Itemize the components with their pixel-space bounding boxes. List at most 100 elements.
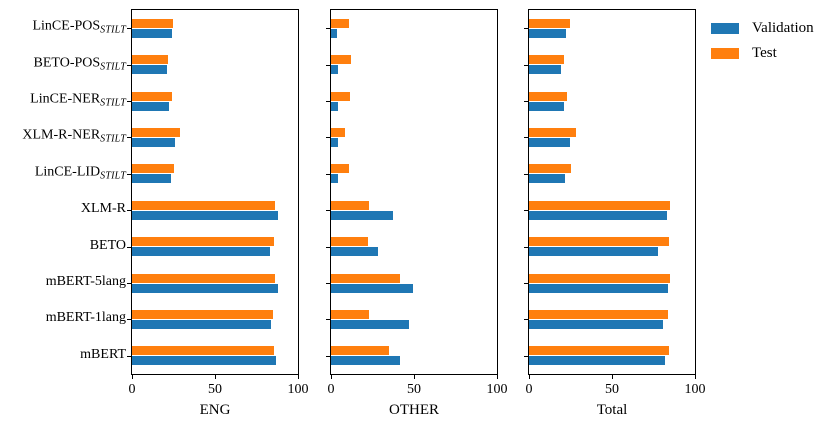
subplot-eng: ENG 0 50 100 — [127, 9, 309, 418]
xlabel-eng: ENG — [199, 402, 231, 418]
bar-test-mbert — [529, 346, 670, 356]
y-tick — [127, 137, 132, 139]
bar-validation-lince-lid — [529, 174, 565, 184]
y-tick — [326, 319, 331, 321]
bar-test-lince-lid — [331, 164, 350, 174]
x-tick — [331, 374, 332, 379]
bar-validation-mbert-5lang — [331, 283, 414, 293]
legend-item-validation: Validation — [711, 20, 814, 37]
x-tick — [298, 374, 299, 379]
bar-validation-lince-ner — [529, 101, 564, 111]
bar-test-mbert-1lang — [132, 309, 274, 319]
ytick-label-lince-lid-stilt: LinCE-LIDSTILT — [34, 164, 126, 182]
y-tick — [524, 246, 529, 248]
legend-label-test: Test — [752, 45, 777, 61]
y-tick — [326, 137, 331, 139]
bar-validation-lince-pos — [132, 28, 172, 38]
x-tick-label-0: 0 — [128, 382, 136, 397]
ytick-label-xlm-r: XLM-R — [80, 201, 126, 217]
bar-test-beto-pos — [331, 55, 351, 65]
bar-test-lince-pos — [132, 18, 173, 28]
bar-validation-lince-lid — [331, 174, 338, 184]
xlabel-total: Total — [596, 402, 628, 418]
bar-test-mbert — [132, 346, 274, 356]
y-tick — [127, 173, 132, 175]
bar-test-xlm-r-ner — [331, 127, 346, 137]
y-tick — [326, 210, 331, 212]
ytick-label-mbert-1lang: mBERT-1lang — [45, 310, 126, 326]
y-tick — [326, 28, 331, 30]
bar-test-lince-ner — [331, 91, 351, 101]
x-tick-label-50: 50 — [407, 382, 421, 397]
y-axis-labels: LinCE-POSSTILT BETO-POSSTILT LinCE-NERSTIL… — [0, 0, 126, 430]
bar-validation-lince-pos — [331, 28, 337, 38]
bar-validation-xlm-r-ner — [529, 137, 570, 147]
bar-validation-mbert — [529, 356, 666, 366]
test-color-swatch — [711, 48, 739, 59]
bar-test-lince-lid — [529, 164, 571, 174]
x-tick-label-0: 0 — [327, 382, 335, 397]
ytick-label-mbert-5lang: mBERT-5lang — [45, 274, 126, 289]
bar-validation-beto — [331, 247, 379, 257]
x-tick — [132, 374, 133, 379]
y-tick — [524, 101, 529, 102]
y-tick — [127, 319, 132, 321]
bar-validation-xlm-r — [132, 210, 279, 220]
bar-validation-lince-lid — [132, 174, 171, 184]
y-tick — [326, 355, 331, 357]
y-tick — [127, 210, 132, 212]
bar-test-mbert-1lang — [529, 309, 668, 319]
x-tick — [414, 374, 415, 379]
ytick-label-lince-pos-stilt: LinCE-POSSTILT — [32, 18, 126, 36]
bar-test-mbert — [331, 346, 390, 356]
bar-test-xlm-r-ner — [529, 127, 577, 137]
y-tick — [524, 319, 529, 321]
ytick-label-lince-ner-stilt: LinCE-NERSTILT — [30, 91, 126, 109]
subplot-other: OTHER 0 50 100 — [326, 9, 508, 418]
bar-validation-xlm-r — [331, 210, 394, 220]
legend-label-validation: Validation — [752, 20, 814, 36]
x-tick — [497, 374, 498, 379]
bar-test-xlm-r — [529, 200, 671, 210]
y-tick — [326, 283, 331, 284]
bar-validation-mbert-5lang — [132, 283, 279, 293]
bar-test-beto — [331, 237, 368, 247]
validation-color-swatch — [711, 23, 739, 34]
y-tick — [524, 28, 529, 30]
bar-test-xlm-r-ner — [132, 127, 181, 137]
bar-validation-mbert-5lang — [529, 283, 669, 293]
y-tick — [326, 173, 331, 175]
bar-test-lince-ner — [132, 91, 172, 101]
y-tick — [326, 246, 331, 248]
y-tick — [127, 283, 132, 284]
bar-validation-mbert — [132, 356, 276, 366]
bar-test-xlm-r — [132, 200, 275, 210]
bar-test-beto-pos — [132, 55, 168, 65]
bar-validation-xlm-r-ner — [132, 137, 176, 147]
x-tick-label-50: 50 — [605, 382, 619, 397]
x-tick-label-100: 100 — [684, 382, 706, 397]
bar-test-mbert-5lang — [529, 273, 671, 283]
ytick-label-xlm-r-ner-stilt: XLM-R-NERSTILT — [22, 127, 126, 145]
x-tick-label-100: 100 — [287, 382, 309, 397]
x-tick — [612, 374, 613, 379]
y-tick — [326, 101, 331, 102]
legend: Validation Test — [711, 20, 814, 70]
x-tick-label-50: 50 — [208, 382, 222, 397]
bar-validation-lince-pos — [529, 28, 566, 38]
bar-validation-beto — [529, 247, 658, 257]
legend-item-test: Test — [711, 45, 814, 62]
bar-test-lince-pos — [529, 18, 570, 28]
x-tick — [695, 374, 696, 379]
bar-test-lince-pos — [331, 18, 350, 28]
bar-test-lince-ner — [529, 91, 568, 101]
bar-validation-beto-pos — [331, 65, 339, 75]
y-tick — [127, 355, 132, 357]
bar-validation-beto-pos — [132, 65, 167, 75]
y-tick — [524, 64, 529, 66]
bar-validation-mbert-1lang — [331, 319, 410, 329]
bar-validation-xlm-r-ner — [331, 137, 339, 147]
x-tick-label-0: 0 — [525, 382, 533, 397]
y-tick — [127, 64, 132, 66]
